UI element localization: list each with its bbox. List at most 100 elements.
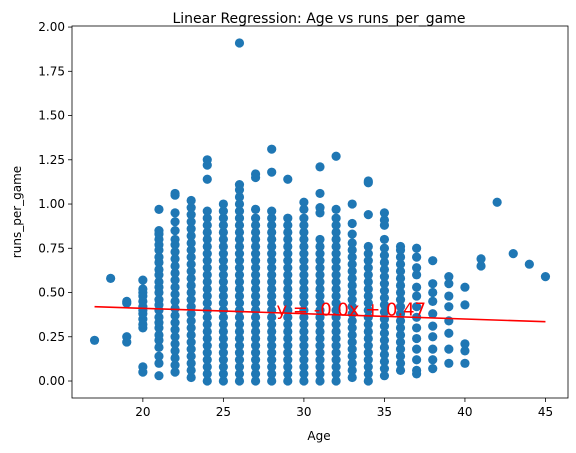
data-point [379, 272, 390, 282]
data-point [234, 305, 245, 315]
data-point [283, 227, 293, 237]
data-point [218, 326, 228, 337]
data-point [202, 355, 212, 365]
data-point [218, 298, 228, 308]
data-point [154, 371, 164, 381]
data-point [218, 355, 228, 365]
data-point [234, 369, 245, 379]
data-point [267, 333, 277, 344]
data-point [315, 305, 325, 315]
data-point [186, 330, 196, 340]
data-point [363, 319, 373, 329]
data-point [267, 298, 277, 308]
data-point [202, 270, 212, 280]
x-axis-label: Age [307, 429, 330, 443]
data-point [315, 284, 325, 294]
data-point [267, 256, 277, 266]
data-point [267, 213, 277, 223]
data-point [250, 169, 261, 179]
data-point [234, 333, 245, 344]
data-point [202, 376, 212, 386]
data-point [267, 312, 277, 322]
data-point [363, 291, 373, 301]
data-point [363, 176, 373, 186]
data-point [186, 358, 196, 368]
data-point [202, 277, 212, 287]
data-point [234, 38, 245, 48]
data-point [444, 272, 454, 282]
data-point [154, 295, 164, 305]
data-point [428, 309, 438, 319]
data-point [299, 197, 309, 207]
data-point [234, 348, 245, 358]
data-point [428, 344, 438, 354]
data-point [202, 341, 212, 351]
data-point [379, 264, 390, 275]
data-point [412, 344, 422, 354]
chart-title: Linear Regression: Age vs runs_per_game [172, 11, 465, 27]
data-point [315, 319, 325, 329]
data-point [218, 220, 228, 230]
data-point [234, 256, 245, 266]
data-point [299, 241, 309, 252]
data-point [218, 333, 228, 344]
data-point [218, 270, 228, 280]
data-point [395, 302, 406, 312]
data-point [250, 270, 261, 280]
data-point [283, 277, 293, 287]
data-point [379, 234, 390, 245]
data-point [428, 321, 438, 331]
data-point [299, 312, 309, 322]
data-point [186, 316, 196, 326]
data-point [170, 346, 180, 356]
data-point [283, 326, 293, 337]
x-tick-label: 30 [296, 405, 311, 419]
data-point [186, 238, 196, 248]
data-point [395, 344, 406, 354]
data-point [267, 284, 277, 294]
data-point [412, 270, 422, 280]
data-point [315, 256, 325, 266]
data-point [202, 348, 212, 358]
data-point [154, 277, 164, 287]
data-point [331, 227, 341, 237]
data-point [283, 312, 293, 322]
data-point [331, 326, 341, 337]
data-point [218, 241, 228, 252]
data-point [186, 337, 196, 347]
x-axis-ticks: 20 25 30 35 40 45 [135, 398, 553, 419]
data-point [234, 213, 245, 223]
data-point [363, 348, 373, 358]
y-axis-ticks: 0.00 0.25 0.50 0.75 1.00 1.25 1.50 1.75 2.00 [38, 20, 72, 388]
data-point [492, 197, 502, 207]
data-point [283, 284, 293, 294]
data-point [170, 332, 180, 342]
data-point [347, 238, 357, 248]
data-point [186, 217, 196, 227]
data-point [460, 339, 470, 349]
data-point [170, 296, 180, 306]
data-point [218, 312, 228, 322]
data-point [186, 323, 196, 333]
data-point [395, 259, 406, 269]
data-point [331, 213, 341, 223]
data-point [234, 248, 245, 259]
data-point [315, 348, 325, 358]
data-point [186, 224, 196, 234]
data-point [89, 335, 100, 345]
data-point [444, 358, 454, 368]
data-point [170, 217, 180, 227]
data-point [250, 341, 261, 351]
data-point [363, 376, 373, 386]
data-point [202, 155, 212, 165]
data-point [234, 298, 245, 308]
data-point [299, 362, 309, 372]
data-point [379, 215, 390, 225]
data-point [395, 273, 406, 283]
data-point [234, 234, 245, 245]
data-point [218, 341, 228, 351]
data-point [315, 362, 325, 372]
data-point [218, 277, 228, 287]
data-point [379, 364, 390, 374]
data-point [347, 295, 357, 305]
